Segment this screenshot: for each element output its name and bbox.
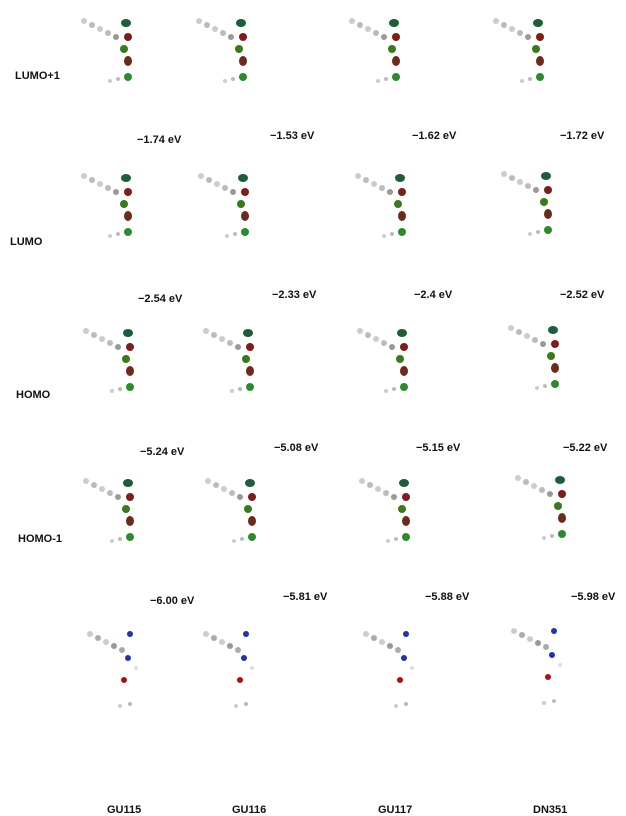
energy: −2.33 eV xyxy=(272,289,316,301)
row-label: LUMO xyxy=(10,236,42,248)
energy: −2.4 eV xyxy=(414,289,452,301)
energy: −1.53 eV xyxy=(270,130,314,142)
energy: −5.22 eV xyxy=(563,442,607,454)
row-label: HOMO-1 xyxy=(18,533,62,545)
row-label: HOMO xyxy=(16,389,50,401)
energy: −5.81 eV xyxy=(283,591,327,603)
energy: −1.62 eV xyxy=(412,130,456,142)
column-label: GU117 xyxy=(378,804,412,816)
energy: −5.08 eV xyxy=(274,442,318,454)
energy: −1.74 eV xyxy=(137,134,181,146)
energy: −5.15 eV xyxy=(416,442,460,454)
energy: −5.24 eV xyxy=(140,446,184,458)
energy: −2.52 eV xyxy=(560,289,604,301)
column-label: GU116 xyxy=(232,804,266,816)
energy: −2.54 eV xyxy=(138,293,182,305)
row-label: LUMO+1 xyxy=(15,70,60,82)
molecule-images xyxy=(0,0,626,816)
energy: −1.72 eV xyxy=(560,130,604,142)
energy: −5.98 eV xyxy=(571,591,615,603)
column-label: GU115 xyxy=(107,804,141,816)
column-label: DN351 xyxy=(533,804,567,816)
energy: −5.88 eV xyxy=(425,591,469,603)
figure: {"rows": [ {"label": "LUMO+1", "energies… xyxy=(0,0,626,816)
energy: −6.00 eV xyxy=(150,595,194,607)
